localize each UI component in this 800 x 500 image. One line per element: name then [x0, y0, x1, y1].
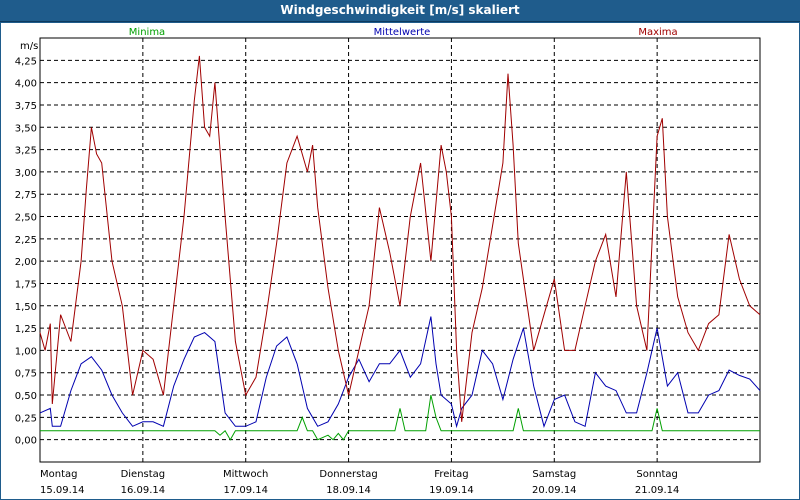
y-tick-label: 2,75: [15, 190, 37, 201]
plot-area: [39, 37, 761, 463]
series-lines: [39, 55, 761, 441]
legend-entry: Mittelwerte: [374, 27, 431, 38]
legend-entry: Minima: [129, 27, 165, 38]
window-title: Windgeschwindigkeit [m/s] skaliert: [280, 3, 520, 17]
y-tick-label: 1,25: [15, 324, 37, 335]
x-tick-day-label: Freitag: [434, 469, 468, 480]
title-bar: Windgeschwindigkeit [m/s] skaliert: [0, 0, 800, 22]
y-tick-label: 1,00: [15, 346, 37, 357]
x-tick-date-label: 21.09.14: [635, 485, 680, 496]
y-tick-label: 0,25: [15, 413, 37, 424]
x-tick-date-label: 20.09.14: [532, 485, 577, 496]
x-tick-date-label: 16.09.14: [121, 485, 166, 496]
x-tick-date-label: 15.09.14: [40, 485, 85, 496]
legend: Minima Mittelwerte Maxima: [129, 27, 678, 38]
x-tick-date-label: 19.09.14: [429, 485, 474, 496]
y-tick-label: 2,00: [15, 257, 37, 268]
x-tick-day-label: Dienstag: [121, 469, 166, 480]
x-tick-date-label: 18.09.14: [326, 485, 371, 496]
y-tick-label: 2,25: [15, 235, 37, 246]
y-tick-label: 3,25: [15, 146, 37, 157]
y-tick-label: 1,50: [15, 302, 37, 313]
y-tick-label: 4,25: [15, 56, 37, 67]
x-tick-day-label: Sonntag: [636, 469, 678, 480]
x-tick-day-label: Mittwoch: [223, 469, 268, 480]
y-axis-label: m/s: [20, 41, 38, 52]
y-tick-label: 3,50: [15, 123, 37, 134]
y-tick-label: 0,00: [15, 436, 37, 447]
y-tick-label: 4,00: [15, 79, 37, 90]
y-tick-label: 0,75: [15, 369, 37, 380]
x-tick-date-label: 17.09.14: [223, 485, 268, 496]
x-tick-day-label: Donnerstag: [319, 469, 377, 480]
x-tick-day-label: Montag: [40, 469, 77, 480]
y-tick-label: 3,75: [15, 101, 37, 112]
series-line-minima: [40, 394, 760, 441]
wind-speed-chart: Minima Mittelwerte Maxima m/s 4,25 4,00 3,75…: [15, 27, 761, 496]
y-tick-label: 0,50: [15, 391, 37, 402]
y-tick-labels: 4,25 4,00 3,75 3,50 3,25 3,00 2,75 2,50 2,25 2,00…: [15, 56, 37, 446]
series-line-maxima: [39, 55, 761, 422]
y-tick-label: 1,75: [15, 279, 37, 290]
x-tick-day-label: Samstag: [532, 469, 576, 480]
y-tick-label: 3,00: [15, 168, 37, 179]
y-tick-label: 2,50: [15, 213, 37, 224]
x-tick-labels: Montag 15.09.14 Dienstag 16.09.14 Mittwoch 17…: [40, 469, 679, 496]
legend-entry: Maxima: [638, 27, 677, 38]
series-line-mittelwerte: [39, 316, 761, 429]
